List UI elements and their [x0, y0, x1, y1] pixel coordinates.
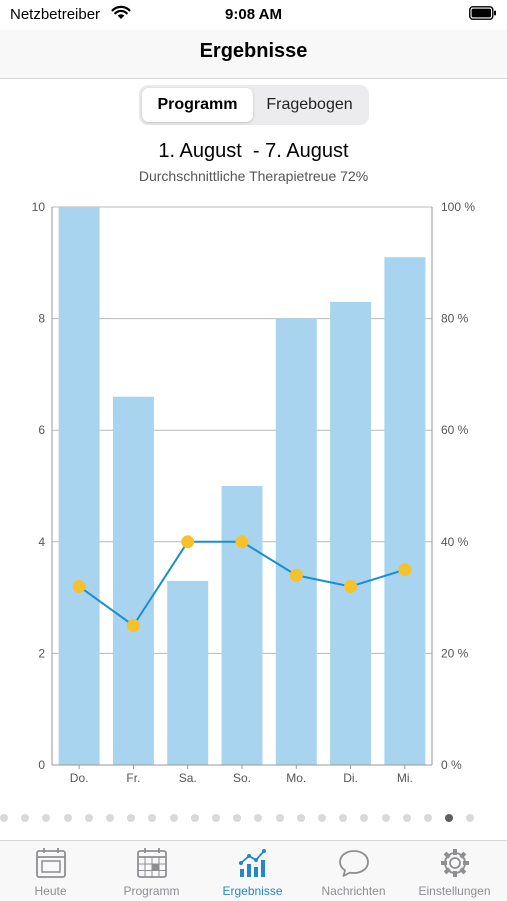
segment-programm[interactable]: Programm — [142, 88, 253, 122]
tab-bar: Heute Programm Ergebnisse — [0, 840, 507, 901]
bar — [275, 318, 317, 765]
bar — [221, 486, 263, 765]
y-left-tick-label: 0 — [38, 758, 45, 772]
y-left-tick-label: 10 — [32, 200, 46, 214]
tab-programm-label: Programm — [123, 884, 180, 898]
page-dot[interactable] — [339, 814, 348, 822]
page-dot[interactable] — [424, 814, 432, 822]
x-tick-label: Sa. — [179, 771, 197, 785]
x-tick-label: So. — [233, 771, 251, 785]
page-dot[interactable] — [466, 814, 475, 822]
y-left-tick-label: 6 — [38, 423, 45, 437]
adherence-point — [72, 579, 86, 593]
status-bar: Netzbetreiber 9:08 AM — [0, 0, 507, 30]
tab-einstellungen-label: Einstellungen — [418, 884, 491, 898]
y-right-tick-label: 60 % — [441, 423, 469, 437]
page-dot[interactable] — [381, 814, 390, 822]
segment-fragebogen[interactable]: Fragebogen — [266, 96, 353, 113]
y-left-tick-label: 2 — [38, 646, 45, 660]
segmented-control: Programm Fragebogen — [139, 85, 369, 125]
battery-icon — [469, 6, 496, 20]
y-right-tick-label: 100 % — [441, 200, 475, 214]
y-right-tick-label: 20 % — [441, 646, 469, 660]
adherence-point — [344, 579, 358, 593]
page-dot[interactable] — [106, 814, 114, 822]
page-dot[interactable] — [190, 814, 199, 822]
status-time: 9:08 AM — [225, 6, 282, 23]
tab-ergebnisse[interactable]: Ergebnisse — [202, 841, 303, 901]
bar — [167, 580, 209, 765]
page-title: Ergebnisse — [199, 40, 308, 62]
tab-nachrichten-label: Nachrichten — [321, 884, 386, 898]
chart-icon — [239, 849, 266, 877]
page-dot[interactable] — [275, 814, 284, 822]
x-tick-label: Fr. — [126, 771, 140, 785]
page-dot[interactable] — [402, 814, 411, 822]
y-right-tick-label: 40 % — [441, 535, 469, 549]
calendar-day-icon — [36, 848, 66, 878]
calendar-grid-icon — [137, 848, 167, 878]
bar — [58, 207, 100, 765]
page-dot[interactable] — [212, 814, 220, 822]
page-dot[interactable] — [42, 814, 51, 822]
wifi-icon — [111, 5, 131, 19]
page-dot[interactable] — [127, 814, 136, 822]
page-dot[interactable] — [296, 814, 305, 822]
bar — [112, 396, 154, 765]
adherence-summary: Durchschnittliche Therapietreue 72% — [138, 168, 369, 184]
page-dot[interactable] — [445, 814, 454, 822]
adherence-point — [289, 568, 303, 582]
y-right-tick-label: 80 % — [441, 312, 469, 326]
y-left-tick-label: 4 — [38, 535, 45, 549]
page-dot[interactable] — [63, 814, 72, 822]
x-tick-label: Mo. — [286, 771, 306, 785]
page-dot[interactable] — [318, 814, 326, 822]
page-dot[interactable] — [254, 814, 263, 822]
navigation-bar: Ergebnisse — [0, 30, 507, 79]
adherence-point — [126, 619, 140, 632]
tab-einstellungen[interactable]: Einstellungen — [404, 841, 505, 901]
date-range-title: 1. August - 7. August — [158, 140, 349, 162]
results-chart: 0 0 % 2 20 % 4 40 % 6 60 % 8 80 % 10 100 % Do. Fr. Sa.… — [32, 200, 476, 785]
adherence-point — [235, 535, 249, 549]
adherence-point — [398, 563, 412, 577]
y-left-tick-label: 8 — [38, 312, 45, 326]
gear-icon — [441, 849, 469, 877]
page-dot[interactable] — [360, 814, 369, 822]
tab-ergebnisse-label: Ergebnisse — [222, 884, 283, 898]
tab-heute[interactable]: Heute — [0, 841, 101, 901]
page-indicator[interactable] — [0, 812, 507, 824]
page-dot[interactable] — [148, 814, 157, 822]
page-dot[interactable] — [84, 814, 93, 822]
x-tick-label: Do. — [70, 771, 89, 785]
carrier-name: Netzbetreiber — [10, 6, 101, 23]
page-dot[interactable] — [233, 814, 242, 822]
tab-heute-label: Heute — [34, 884, 67, 898]
page-dot[interactable] — [169, 814, 178, 822]
tab-programm[interactable]: Programm — [101, 841, 202, 901]
adherence-point — [181, 535, 195, 549]
bar — [384, 257, 426, 765]
y-right-tick-label: 0 % — [441, 758, 462, 772]
tab-nachrichten[interactable]: Nachrichten — [303, 841, 404, 901]
speech-bubble-icon — [339, 850, 369, 877]
page-dot[interactable] — [0, 814, 8, 822]
x-tick-label: Mi. — [397, 771, 413, 785]
x-tick-label: Di. — [343, 771, 358, 785]
page-dot[interactable] — [21, 814, 30, 822]
bar — [330, 301, 372, 765]
